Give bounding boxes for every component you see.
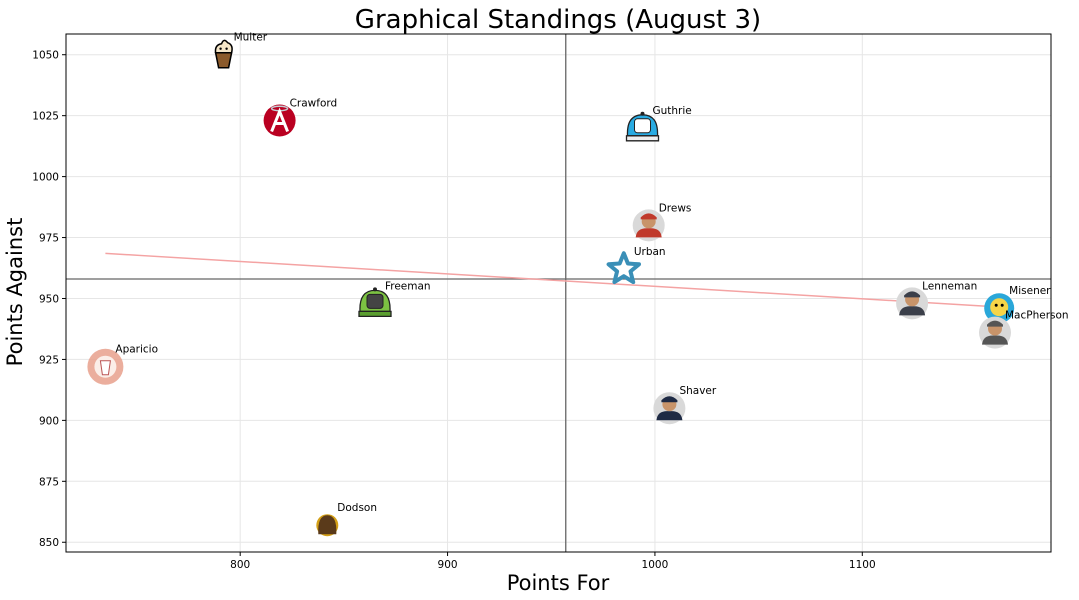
wookiee-icon xyxy=(316,514,339,537)
player-photo-icon xyxy=(632,209,665,242)
point-misener xyxy=(984,293,1015,324)
point-label: Freeman xyxy=(385,280,431,292)
point-aparicio xyxy=(87,348,124,385)
point-multer xyxy=(214,39,233,69)
point-label: Urban xyxy=(634,246,666,258)
point-shaver xyxy=(653,392,686,425)
point-crawford xyxy=(263,104,296,137)
y-tick-label: 900 xyxy=(39,415,59,427)
point-dodson xyxy=(316,514,339,537)
angels-logo-icon xyxy=(263,104,296,137)
player-photo-icon xyxy=(979,316,1011,349)
x-tick-label: 1100 xyxy=(849,559,876,571)
y-tick-label: 875 xyxy=(39,476,59,488)
star-logo-icon xyxy=(606,251,641,285)
point-urban xyxy=(606,251,641,285)
point-lenneman xyxy=(896,287,929,320)
player-photo-icon xyxy=(896,287,929,320)
point-label: Multer xyxy=(234,32,268,44)
x-tick-label: 800 xyxy=(230,559,250,571)
drink-cup-icon xyxy=(87,348,124,385)
y-tick-label: 850 xyxy=(39,537,59,549)
x-tick-label: 1000 xyxy=(642,559,669,571)
y-tick-label: 925 xyxy=(39,354,59,366)
cap-e-icon xyxy=(358,287,392,318)
point-freeman xyxy=(358,287,392,318)
point-label: Crawford xyxy=(290,98,338,110)
ticks-layer: 800 900 1000 1100 850 875 900 925 950 975 1000 1025… xyxy=(32,50,875,571)
trend-line xyxy=(105,252,1000,308)
point-label: Dodson xyxy=(337,502,377,514)
grid-layer xyxy=(66,34,1051,552)
ice-cream-icon xyxy=(214,39,233,69)
plot-frame xyxy=(65,33,1052,553)
point-label: Aparicio xyxy=(115,344,158,356)
y-tick-label: 975 xyxy=(39,233,59,245)
point-label: Misener xyxy=(1009,285,1051,297)
point-label: Guthrie xyxy=(652,105,691,117)
mascot-icon xyxy=(984,293,1015,324)
y-tick-label: 1000 xyxy=(32,172,59,184)
y-tick-label: 950 xyxy=(39,293,59,305)
point-label: MacPherson xyxy=(1005,310,1069,322)
y-tick-label: 1025 xyxy=(32,111,59,123)
point-macpherson xyxy=(979,316,1011,349)
chart-title: Graphical Standings (August 3) xyxy=(355,5,761,35)
point-drews xyxy=(632,209,665,242)
player-photo-icon xyxy=(653,392,686,425)
y-axis-label: Points Against xyxy=(3,218,27,367)
cap-b-icon xyxy=(625,111,660,142)
point-label: Shaver xyxy=(679,385,716,397)
point-guthrie xyxy=(625,111,660,142)
point-label: Drews xyxy=(659,202,692,214)
x-tick-label: 900 xyxy=(438,559,458,571)
y-tick-label: 1050 xyxy=(32,50,59,62)
x-axis-label: Points For xyxy=(507,571,610,595)
reference-lines xyxy=(66,34,1051,552)
points-layer: Multer Crawford Guthrie Drews Urban Freeman Le… xyxy=(87,32,1069,537)
trend-line-layer xyxy=(105,252,1000,308)
point-label: Lenneman xyxy=(922,280,977,292)
